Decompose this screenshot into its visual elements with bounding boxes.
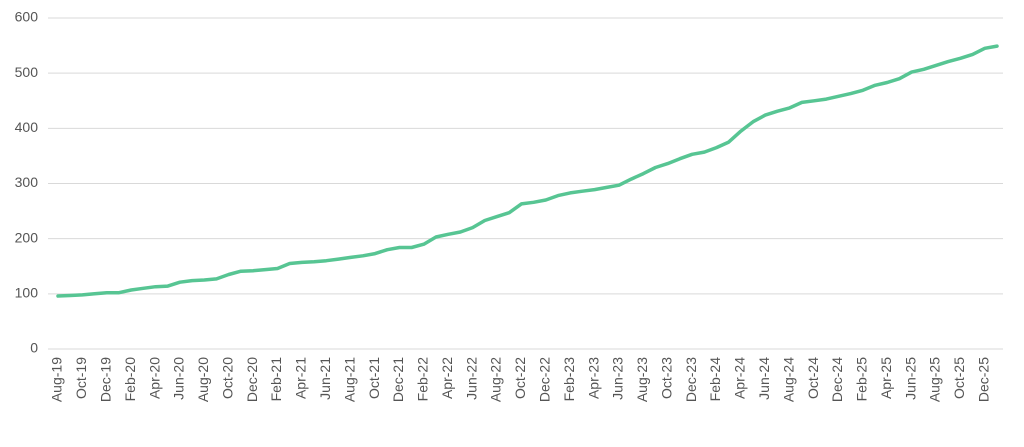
x-tick-label: Dec-23	[683, 357, 699, 402]
y-tick-label: 100	[15, 285, 39, 301]
x-tick-label: Dec-24	[829, 357, 845, 402]
x-tick-label: Apr-21	[293, 357, 309, 399]
x-tick-label: Jun-23	[610, 357, 626, 400]
y-tick-label: 200	[15, 229, 39, 245]
x-tick-label: Feb-20	[122, 357, 138, 402]
x-tick-label: Aug-21	[341, 357, 357, 402]
y-tick-label: 0	[30, 340, 38, 356]
x-tick-label: Apr-25	[878, 357, 894, 399]
x-tick-label: Aug-20	[195, 357, 211, 402]
x-tick-label: Aug-22	[488, 357, 504, 402]
x-tick-label: Feb-21	[268, 357, 284, 402]
x-tick-label: Oct-22	[512, 357, 528, 399]
x-tick-label: Feb-24	[707, 357, 723, 402]
x-tick-label: Aug-23	[634, 357, 650, 402]
x-tick-label: Dec-19	[97, 357, 113, 402]
x-tick-label: Apr-22	[439, 357, 455, 399]
x-tick-label: Oct-20	[219, 357, 235, 399]
y-tick-label: 300	[15, 174, 39, 190]
x-tick-label: Apr-24	[732, 357, 748, 399]
x-tick-label: Feb-25	[854, 357, 870, 402]
x-tick-label: Dec-22	[536, 357, 552, 402]
x-tick-label: Oct-23	[658, 357, 674, 399]
x-tick-label: Jun-24	[756, 357, 772, 400]
x-tick-label: Jun-21	[317, 357, 333, 400]
x-tick-label: Jun-20	[171, 357, 187, 400]
x-tick-label: Oct-19	[73, 357, 89, 399]
x-tick-label: Feb-23	[561, 357, 577, 402]
x-tick-label: Dec-21	[390, 357, 406, 402]
x-tick-label: Oct-25	[951, 357, 967, 399]
x-tick-label: Apr-20	[146, 357, 162, 399]
x-tick-label: Dec-25	[976, 357, 992, 402]
x-tick-label: Oct-21	[366, 357, 382, 399]
y-tick-label: 500	[15, 64, 39, 80]
y-tick-label: 600	[15, 9, 39, 25]
x-tick-label: Apr-23	[585, 357, 601, 399]
x-tick-label: Aug-24	[780, 357, 796, 402]
x-tick-label: Dec-20	[244, 357, 260, 402]
x-tick-label: Jun-25	[902, 357, 918, 400]
data-line	[56, 44, 999, 298]
x-tick-label: Aug-19	[49, 357, 65, 402]
x-tick-label: Aug-25	[927, 357, 943, 402]
x-tick-label: Oct-24	[805, 357, 821, 399]
x-tick-label: Feb-22	[415, 357, 431, 402]
x-tick-label: Jun-22	[463, 357, 479, 400]
y-tick-label: 400	[15, 119, 39, 135]
